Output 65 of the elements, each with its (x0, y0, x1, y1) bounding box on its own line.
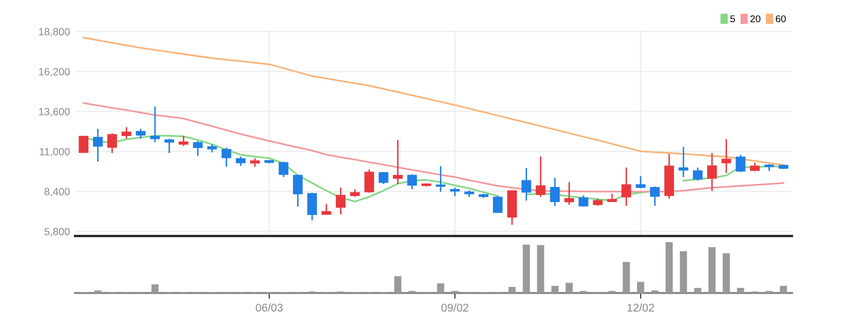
candlestick (122, 126, 132, 140)
candlestick (692, 166, 703, 182)
bar (551, 286, 558, 293)
candlestick (364, 168, 374, 194)
legend-label: 60 (776, 15, 786, 22)
y-tick-label: 18,800 (39, 28, 70, 37)
bar (537, 245, 544, 293)
bar (94, 290, 102, 293)
bar (694, 288, 702, 293)
candlestick (392, 139, 403, 185)
bar (737, 288, 744, 293)
candlestick (150, 106, 160, 143)
bar (666, 242, 673, 293)
x-tick-label: 09/02 (441, 303, 468, 312)
candlestick (93, 128, 103, 162)
y-tick-label: 8,400 (44, 188, 70, 197)
legend-label: 5 (730, 15, 735, 22)
candlestick (164, 138, 174, 154)
bar (680, 251, 688, 293)
bar (566, 282, 573, 293)
bar (394, 276, 402, 293)
bar (151, 284, 159, 293)
legend-label: 20 (750, 15, 760, 22)
x-tick-label: 12/02 (628, 303, 654, 312)
candlestick (78, 135, 88, 154)
candlestick (536, 156, 546, 198)
y-tick-label: 11,000 (40, 148, 70, 157)
candlestick (522, 167, 532, 202)
candlestick (550, 177, 560, 207)
x-tick-label: 06/03 (256, 303, 283, 312)
bar (651, 290, 658, 293)
candlestick (136, 128, 146, 140)
candlestick (578, 194, 588, 208)
candlestick (322, 203, 332, 215)
candlestick (192, 140, 203, 156)
candlestick (336, 186, 346, 216)
candlestick (407, 174, 417, 190)
candlestick (436, 166, 446, 192)
candlestick (222, 147, 232, 168)
bar (637, 282, 644, 293)
candlestick (707, 152, 717, 192)
candlestick (650, 186, 660, 207)
bar (522, 244, 530, 293)
candlestick (307, 192, 317, 222)
candlestick (292, 174, 303, 208)
y-tick-label: 13,600 (39, 108, 70, 117)
candlestick (721, 138, 732, 174)
bar (622, 262, 630, 293)
candlestick (564, 181, 574, 206)
candlestick (736, 154, 746, 173)
candlestick (621, 166, 632, 207)
y-tick-label: 5,800 (44, 228, 70, 236)
candlestick (278, 161, 288, 178)
candlestick (236, 156, 246, 167)
candlestick (492, 195, 503, 214)
candlestick (678, 146, 688, 178)
bar (722, 253, 730, 293)
candlestick (378, 171, 388, 185)
bar (708, 247, 716, 293)
bar (780, 286, 787, 293)
y-tick-label: 16,200 (39, 68, 70, 77)
candlestick (178, 135, 188, 147)
bar (508, 286, 516, 293)
candlestick (107, 132, 117, 154)
bar (437, 283, 444, 293)
